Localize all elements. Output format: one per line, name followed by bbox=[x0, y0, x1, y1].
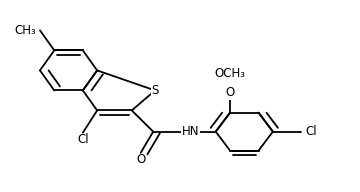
Text: Cl: Cl bbox=[305, 125, 317, 138]
Text: CH₃: CH₃ bbox=[15, 24, 36, 37]
Text: HN: HN bbox=[182, 125, 199, 138]
Text: O: O bbox=[136, 153, 145, 166]
Text: S: S bbox=[151, 84, 159, 97]
Text: OCH₃: OCH₃ bbox=[215, 67, 246, 80]
Text: O: O bbox=[225, 86, 235, 99]
Text: Cl: Cl bbox=[77, 133, 89, 146]
